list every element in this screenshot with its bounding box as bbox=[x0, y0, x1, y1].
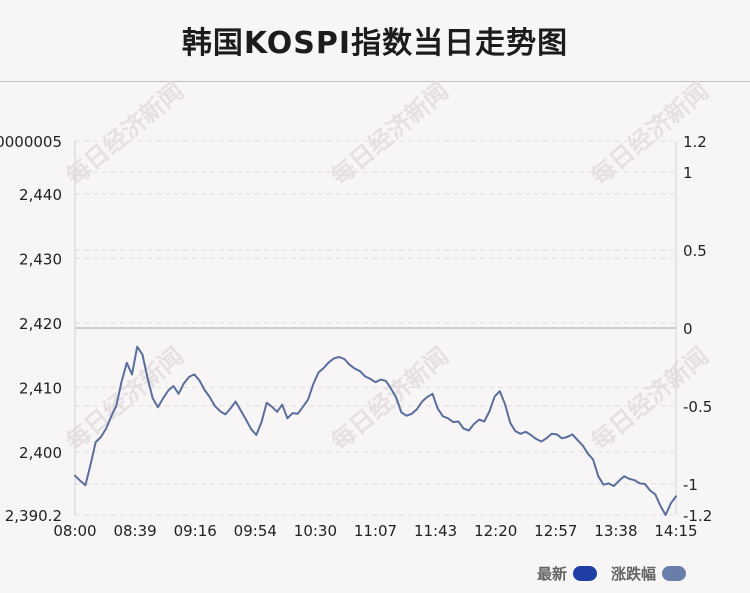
x-tick-4: 10:30 bbox=[294, 522, 337, 540]
legend-swatch-latest bbox=[572, 566, 597, 581]
x-tick-2: 09:16 bbox=[174, 522, 217, 540]
legend-item-latest[interactable]: 最新 bbox=[537, 563, 597, 584]
y-right-tick-6: -1.2 bbox=[683, 507, 712, 525]
chart-title: 韩国KOSPI指数当日走势图 bbox=[181, 26, 569, 61]
y-left-tick-2: 2,410 bbox=[19, 379, 62, 397]
x-tick-7: 12:20 bbox=[474, 522, 517, 540]
x-tick-9: 13:38 bbox=[594, 522, 637, 540]
legend-label-latest: 最新 bbox=[536, 565, 567, 583]
series-line-latest bbox=[74, 345, 677, 516]
y-right-tick-0: 1.2 bbox=[683, 133, 707, 151]
y-right-tick-5: -1 bbox=[683, 476, 698, 494]
x-tick-6: 11:43 bbox=[414, 522, 457, 540]
y-right-tick-3: 0 bbox=[683, 320, 693, 338]
y-left-tick-1: 2,400 bbox=[19, 444, 62, 462]
y-right-tick-4: -0.5 bbox=[683, 398, 712, 416]
legend-swatch-change bbox=[662, 566, 686, 581]
legend-item-change[interactable]: 涨跌幅 bbox=[611, 563, 686, 584]
x-tick-1: 08:39 bbox=[113, 522, 156, 540]
legend: 最新 涨跌幅 bbox=[537, 563, 686, 584]
title-divider bbox=[0, 81, 750, 82]
legend-label-change: 涨跌幅 bbox=[610, 565, 656, 583]
series-layer bbox=[74, 345, 677, 516]
y-left-tick-3: 2,420 bbox=[19, 315, 62, 333]
y-left-tick-5: 2,440 bbox=[19, 186, 62, 204]
axes-layer: 2,390.2 2,400 2,410 2,420 2,430 2,440 0000005 1… bbox=[0, 133, 712, 540]
watermark-0: 每日经济新闻 bbox=[60, 76, 189, 191]
y-right-tick-2: 0.5 bbox=[683, 242, 707, 260]
y-right-tick-1: 1 bbox=[683, 164, 693, 182]
x-tick-5: 11:07 bbox=[354, 522, 397, 540]
x-tick-0: 08:00 bbox=[53, 522, 96, 540]
y-left-tick-4: 2,430 bbox=[19, 250, 62, 268]
x-tick-10: 14:15 bbox=[654, 522, 697, 540]
x-tick-3: 09:54 bbox=[234, 522, 277, 540]
x-tick-8: 12:57 bbox=[534, 522, 577, 540]
y-left-top-label: 0000005 bbox=[0, 133, 62, 151]
watermark-1: 每日经济新闻 bbox=[325, 76, 454, 191]
watermark-3: 每日经济新闻 bbox=[60, 341, 189, 456]
y-left-tick-0: 2,390.2 bbox=[5, 507, 62, 525]
